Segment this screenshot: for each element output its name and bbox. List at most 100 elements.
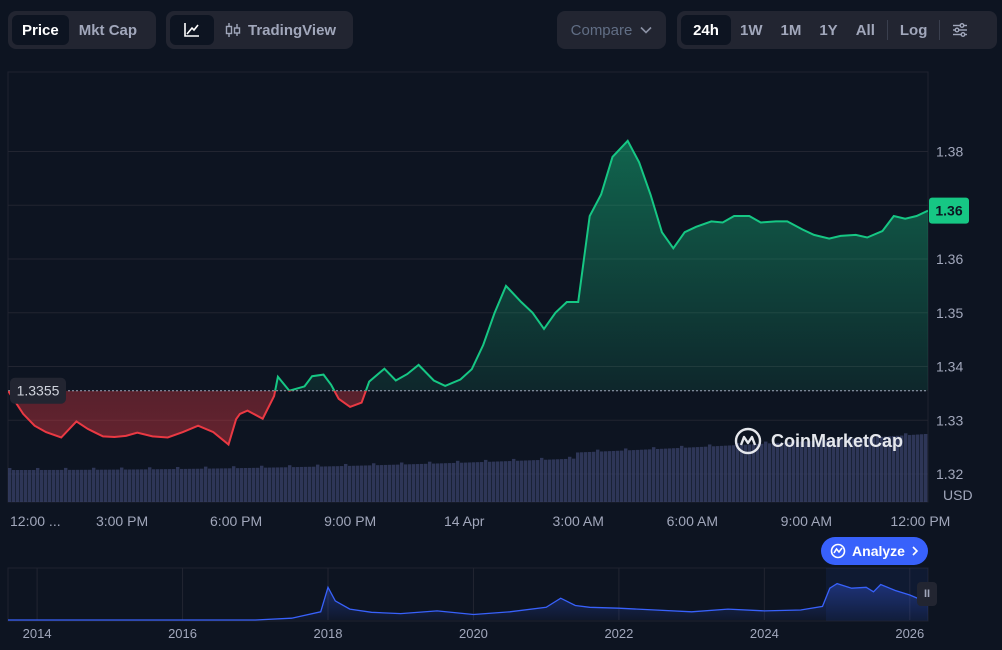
volume-bar <box>664 448 668 502</box>
volume-bar <box>356 465 360 502</box>
price-area-down <box>8 390 366 445</box>
volume-bar <box>56 469 60 502</box>
y-tick-label: 1.36 <box>936 251 963 267</box>
tab-1y[interactable]: 1Y <box>819 21 838 39</box>
volume-bar <box>644 449 648 502</box>
metric-tabs: Price Mkt Cap <box>8 11 156 49</box>
volume-bar <box>336 466 340 502</box>
volume-bar <box>284 467 288 502</box>
x-tick-label: 6:00 AM <box>667 513 718 529</box>
volume-bar <box>812 440 816 502</box>
current-price-label: 1.36 <box>935 203 962 219</box>
volume-bar <box>348 465 352 502</box>
navigator-area <box>8 583 928 620</box>
volume-bar <box>576 452 580 502</box>
x-axis-ticks: 12:00 ... 3:00 PM 6:00 PM 9:00 PM 14 Apr 3:00… <box>10 513 950 529</box>
volume-bar <box>76 469 80 502</box>
chevron-right-icon <box>912 546 919 556</box>
volume-bar <box>496 461 500 502</box>
log-scale-button[interactable]: Log <box>899 21 928 39</box>
volume-bar <box>444 463 448 502</box>
volume-bar <box>152 469 156 502</box>
navigator-selection[interactable] <box>826 568 928 621</box>
volume-bar <box>768 443 772 502</box>
volume-bar <box>136 469 140 502</box>
volume-bar <box>840 439 844 502</box>
volume-bar <box>180 468 184 502</box>
volume-bar <box>340 466 344 502</box>
y-tick-label: 1.38 <box>936 144 963 160</box>
volume-bar <box>156 469 160 502</box>
volume-bar <box>232 466 236 502</box>
volume-bar <box>656 448 660 502</box>
volume-bar <box>424 463 428 502</box>
volume-bar <box>96 469 100 502</box>
volume-bar <box>260 465 264 502</box>
volume-bar <box>604 451 608 502</box>
tab-1w[interactable]: 1W <box>740 21 763 39</box>
volume-bar <box>432 463 436 502</box>
analyze-button[interactable]: Analyze <box>821 537 928 565</box>
volume-bar <box>332 466 336 502</box>
compare-dropdown[interactable]: Compare <box>557 11 666 49</box>
volume-bar <box>456 460 460 502</box>
currency-label: USD <box>943 487 973 503</box>
open-price-badge: 1.3355 <box>10 377 66 404</box>
volume-bar <box>184 468 188 502</box>
tradingview-button[interactable]: TradingView <box>214 15 346 45</box>
volume-bar <box>500 461 504 502</box>
volume-bar <box>12 469 16 502</box>
volume-bar <box>512 458 516 502</box>
volume-bar <box>148 467 152 502</box>
volume-bar <box>376 465 380 502</box>
line-chart-button[interactable] <box>170 15 214 45</box>
volume-bar <box>172 469 176 502</box>
volume-bar <box>600 451 604 502</box>
navigator-x-tick-label: 2022 <box>604 626 633 641</box>
volume-bar <box>864 437 868 502</box>
tab-mkt-cap[interactable]: Mkt Cap <box>78 21 138 39</box>
navigator-x-tick-label: 2026 <box>895 626 924 641</box>
volume-bar <box>488 461 492 502</box>
x-tick-label: 12:00 ... <box>10 513 61 529</box>
analyze-icon <box>830 543 846 559</box>
volume-bar <box>32 469 36 502</box>
volume-bar <box>188 468 192 502</box>
chart-toolbar: Price Mkt Cap TradingView Compare 24h 1W <box>0 11 1002 51</box>
compare-label: Compare <box>570 21 633 39</box>
volume-bar <box>764 441 768 502</box>
settings-button[interactable] <box>943 15 977 45</box>
volume-bar <box>448 463 452 502</box>
navigator-x-tick-label: 2024 <box>750 626 779 641</box>
volume-bar <box>872 437 876 502</box>
volume-bar <box>296 467 300 502</box>
volume-bar <box>596 449 600 502</box>
volume-bar <box>392 464 396 502</box>
volume-bar <box>440 463 444 502</box>
volume-bar <box>740 444 744 502</box>
chart-style-tabs: TradingView <box>166 11 353 49</box>
volume-bar <box>724 445 728 502</box>
x-tick-label: 9:00 PM <box>324 513 376 529</box>
tab-24h[interactable]: 24h <box>681 15 731 45</box>
volume-bar <box>44 469 48 502</box>
volume-bar <box>728 445 732 502</box>
pause-button[interactable]: II <box>917 582 937 606</box>
volume-bar <box>616 450 620 502</box>
volume-bar <box>592 451 596 502</box>
volume-bar <box>204 466 208 502</box>
tab-1m[interactable]: 1M <box>780 21 802 39</box>
volume-bar <box>268 467 272 502</box>
tab-price[interactable]: Price <box>12 15 69 45</box>
volume-bar <box>272 467 276 502</box>
volume-bar <box>636 449 640 502</box>
price-line-down <box>8 390 367 447</box>
volume-bar <box>524 460 528 502</box>
volume-bar <box>520 460 524 502</box>
volume-bar <box>84 469 88 502</box>
volume-bar <box>380 465 384 502</box>
tab-all[interactable]: All <box>855 21 875 39</box>
volume-bar <box>72 469 76 502</box>
volume-bar <box>608 451 612 502</box>
